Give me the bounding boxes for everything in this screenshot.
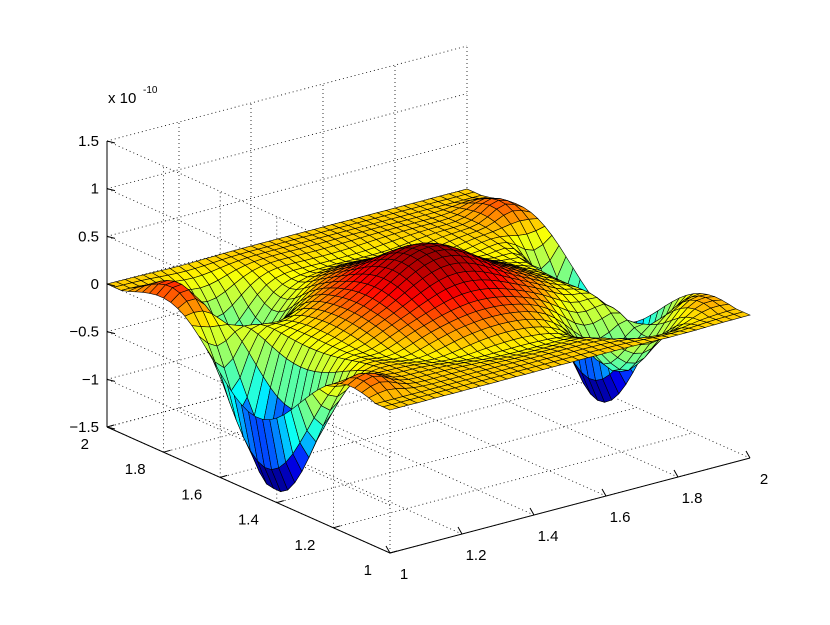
y-axis-line [106, 426, 391, 554]
x-tick-label: 1.6 [610, 509, 631, 526]
y-tick-mark [106, 424, 115, 428]
z-tick-label: 1.5 [78, 133, 99, 150]
z-tick-mark [106, 426, 116, 430]
z-tick-label: 0 [91, 276, 99, 293]
y-tick-mark [220, 474, 228, 478]
y-tick-label: 2 [81, 436, 89, 453]
x-tick-label: 1 [400, 566, 408, 583]
x-tick-mark [673, 469, 679, 478]
y-tick-mark [163, 449, 171, 453]
z-scale-label: x 10 [108, 90, 136, 107]
grid-line-y [333, 432, 694, 529]
x-tick-mark [529, 507, 535, 516]
x-tick-mark [601, 488, 607, 497]
z-tick-mark [106, 331, 116, 335]
y-tick-mark [333, 525, 341, 529]
z-tick-label: 0.5 [78, 228, 99, 245]
z-scale-exponent: -10 [143, 85, 158, 96]
surface-facet [381, 404, 400, 411]
z-tick-label: −1 [82, 371, 99, 388]
y-tick-label: 1 [364, 562, 372, 579]
y-tick-label: 1.8 [125, 461, 146, 478]
z-tick-label: −1.5 [69, 419, 99, 436]
y-tick-label: 1.2 [295, 537, 316, 554]
x-tick-mark [457, 526, 463, 535]
x-tick-label: 1.4 [538, 528, 559, 545]
tick-labels: 1.5 1 0.5 0 −0.5 −1 −1.5 1 1.2 1.4 1.6 1.8 2 1 1.2 1.4 1… [69, 133, 768, 583]
z-tick-mark [106, 235, 116, 239]
y-tick-label: 1.6 [181, 486, 202, 503]
z-tick-label: 1 [91, 181, 99, 198]
z-tick-mark [106, 140, 116, 144]
grid-line-z [106, 45, 468, 142]
z-tick-mark [106, 378, 116, 382]
surface-mesh [106, 188, 751, 493]
y-tick-mark [389, 550, 398, 554]
x-tick-mark [385, 545, 391, 554]
z-scale-factor: x 10 -10 [108, 85, 158, 107]
grid-line-y [276, 407, 637, 503]
x-axis-line [389, 457, 751, 554]
y-tick-mark [276, 500, 284, 504]
z-tick-label: −0.5 [69, 324, 99, 341]
z-tick-mark [106, 188, 116, 192]
z-tick-mark [106, 283, 116, 287]
x-tick-label: 2 [760, 471, 768, 488]
x-tick-label: 1.2 [466, 547, 487, 564]
y-tick-label: 1.4 [238, 512, 259, 529]
grid-line-z [106, 93, 468, 190]
x-tick-mark [745, 450, 751, 459]
x-tick-label: 1.8 [682, 490, 703, 507]
